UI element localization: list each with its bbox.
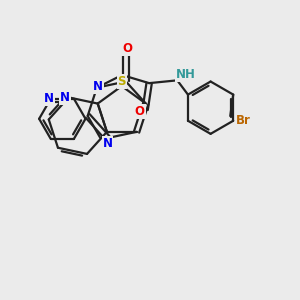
Text: O: O bbox=[122, 42, 132, 55]
Text: NH: NH bbox=[176, 68, 196, 82]
Text: Br: Br bbox=[236, 114, 251, 127]
Text: N: N bbox=[44, 92, 54, 105]
Text: N: N bbox=[93, 80, 103, 93]
Text: O: O bbox=[135, 105, 145, 118]
Text: N: N bbox=[103, 137, 112, 150]
Text: N: N bbox=[60, 91, 70, 104]
Text: S: S bbox=[118, 75, 126, 88]
